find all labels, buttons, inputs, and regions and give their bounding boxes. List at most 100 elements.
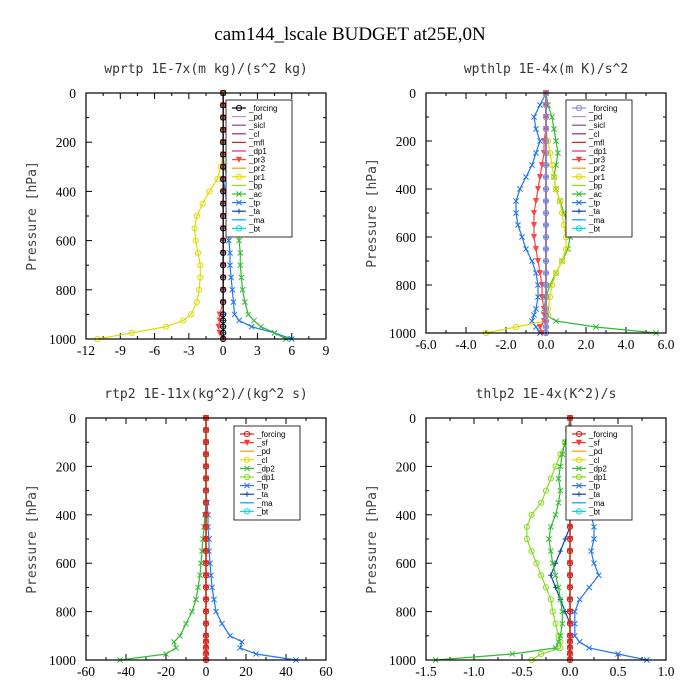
data-point-marker — [557, 463, 564, 470]
data-point-marker — [202, 650, 210, 658]
data-point-marker — [128, 329, 135, 336]
y-axis-label: Pressure [hPa] — [365, 484, 380, 594]
x-tick-label: 0.0 — [562, 664, 579, 679]
legend-item: _pr3 — [232, 156, 266, 165]
legend: _forcing_pd_sicl_cl_mfl_dp1_pr3_pr2_pr1_… — [565, 99, 633, 238]
data-point-marker — [555, 150, 561, 156]
legend-marker — [575, 156, 583, 163]
y-tick-label: 1000 — [389, 653, 416, 668]
legend-item: _forcing — [232, 104, 277, 113]
data-point-marker — [202, 451, 210, 458]
data-point-marker — [199, 200, 206, 207]
legend-label: _ma — [588, 499, 605, 508]
data-point-marker — [513, 198, 519, 204]
data-point-marker — [542, 323, 550, 331]
data-point-marker — [552, 185, 560, 193]
legend-label: _ma — [248, 216, 265, 225]
legend-label: _dp1 — [588, 147, 607, 156]
legend-label: _dp1 — [248, 147, 267, 156]
data-point-marker — [530, 222, 538, 229]
data-point-marker — [542, 311, 550, 319]
data-point-marker — [220, 286, 227, 293]
data-point-marker — [241, 299, 248, 306]
y-tick-label: 600 — [396, 556, 417, 571]
data-point-marker — [528, 548, 535, 555]
data-point-marker — [237, 262, 244, 269]
data-point-marker — [542, 221, 550, 229]
legend-marker — [576, 199, 582, 206]
data-point-marker — [202, 548, 210, 555]
x-tick-label: -6 — [149, 343, 160, 358]
legend-marker — [235, 156, 243, 163]
legend-item: _ma — [572, 499, 605, 508]
data-point-marker — [566, 572, 574, 579]
data-point-marker — [162, 323, 170, 330]
y-tick-label: 200 — [396, 459, 417, 474]
plot-frame — [85, 417, 327, 661]
data-point-marker — [552, 620, 559, 627]
legend-item: _pr2 — [232, 164, 266, 173]
data-point-marker — [530, 234, 538, 241]
legend-item: _ta — [232, 207, 261, 216]
data-point-marker — [513, 210, 519, 216]
legend-item: _ta — [572, 490, 601, 499]
x-tick-label: 9 — [323, 343, 330, 358]
data-point-marker — [251, 317, 257, 324]
y-tick-label: 600 — [396, 230, 417, 245]
data-point-marker — [180, 317, 187, 324]
data-point-marker — [555, 499, 562, 506]
data-point-marker — [542, 197, 550, 205]
data-point-marker — [538, 499, 545, 506]
legend-item: _dp1 — [572, 473, 607, 482]
legend-marker — [575, 225, 583, 232]
data-point-marker — [557, 644, 564, 652]
legend-label: _dp2 — [256, 464, 275, 473]
data-point-marker — [202, 572, 210, 579]
data-point-marker — [208, 572, 214, 579]
data-point-marker — [542, 173, 550, 181]
data-point-marker — [545, 536, 552, 542]
legend-marker — [243, 430, 251, 438]
legend-item: _forcing — [572, 430, 617, 439]
data-point-marker — [558, 257, 566, 265]
x-tick-label: 6 — [288, 343, 295, 358]
legend-marker — [244, 491, 250, 497]
legend: _forcing_sf_pd_cl_dp2_dp1_tp_ta_ma_bt — [565, 425, 633, 521]
series-line — [435, 417, 571, 661]
data-point-marker — [547, 475, 554, 482]
data-point-marker — [220, 237, 227, 244]
legend-label: _ac — [588, 190, 602, 199]
legend-item: _cl — [232, 130, 259, 139]
data-point-marker — [540, 306, 548, 313]
legend-label: _ma — [588, 216, 605, 225]
y-tick-label: 0 — [409, 86, 416, 101]
data-point-marker — [227, 632, 233, 639]
data-point-marker — [557, 548, 563, 554]
legend-label: _ta — [256, 490, 269, 499]
legend-label: _cl — [588, 456, 599, 465]
data-point-marker — [171, 638, 177, 645]
data-point-marker — [202, 560, 210, 567]
data-point-marker — [509, 650, 516, 657]
legend-item: _tp — [232, 199, 261, 208]
data-point-marker — [220, 311, 227, 318]
data-point-marker — [529, 318, 535, 324]
data-point-marker — [552, 572, 559, 579]
data-point-marker — [591, 523, 597, 530]
data-point-marker — [220, 317, 227, 324]
data-point-marker — [248, 323, 255, 330]
data-point-marker — [542, 209, 550, 217]
data-point-marker — [220, 323, 227, 330]
data-point-marker — [552, 269, 560, 277]
x-tick-label: -1.0 — [463, 664, 485, 679]
legend-label: _ac — [248, 190, 262, 199]
y-tick-label: 200 — [396, 134, 417, 149]
legend: _forcing_sf_pd_cl_dp2_dp1_tp_ta_ma_bt — [233, 425, 301, 521]
legend-item: _tp — [572, 199, 601, 208]
legend-item: _bt — [232, 224, 261, 233]
data-point-marker — [566, 560, 574, 567]
data-point-marker — [547, 548, 554, 555]
legend-marker — [243, 439, 251, 446]
data-point-marker — [202, 523, 210, 531]
data-point-marker — [588, 548, 595, 555]
